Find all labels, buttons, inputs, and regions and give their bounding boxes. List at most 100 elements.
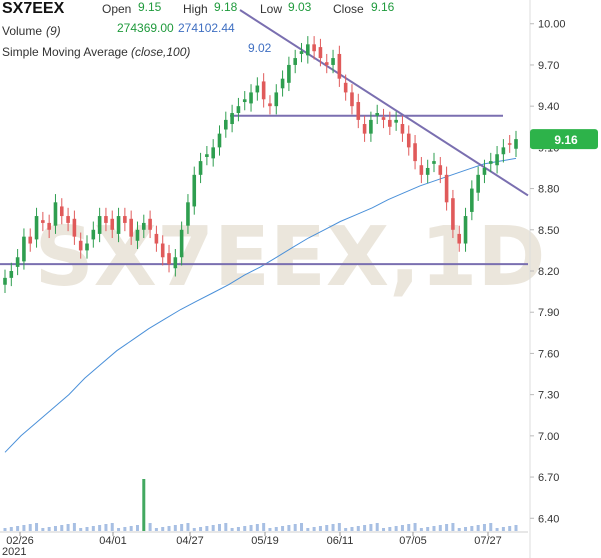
volume-bar (129, 526, 133, 531)
symbol-title: SX7EEX (2, 0, 65, 17)
candle-body (312, 44, 316, 52)
volume-bar (470, 526, 474, 531)
candle-body (337, 53, 342, 79)
candle-body (179, 229, 184, 258)
candle-body (78, 240, 83, 251)
candle-body (280, 78, 285, 89)
candle-body (457, 233, 462, 244)
candle-body (331, 58, 335, 65)
volume-bar (154, 528, 158, 531)
candle-body (268, 103, 272, 107)
candle-body (495, 154, 499, 166)
candle-body (47, 222, 51, 230)
volume-bars (3, 479, 518, 531)
candlesticks (3, 36, 518, 293)
volume-bar (236, 527, 240, 531)
sma-value: 9.02 (248, 41, 272, 55)
volume-bar (243, 526, 247, 531)
candle-body (148, 218, 152, 230)
candle-body (293, 58, 297, 65)
candle-body (41, 220, 45, 223)
volume-bar (388, 527, 392, 531)
volume-bar (426, 527, 430, 531)
sma-label: Simple Moving Average (2, 45, 128, 59)
descending-trendline (239, 9, 529, 197)
candle-body (3, 277, 7, 285)
badge-background (530, 129, 598, 150)
volume-bar (117, 528, 121, 531)
candle-body (198, 161, 203, 175)
volume-bar (211, 525, 215, 531)
candle-body (224, 119, 228, 130)
x-year-label: 2021 (2, 546, 26, 558)
y-tick-label: 6.70 (538, 472, 559, 484)
y-tick-label: 9.70 (538, 60, 559, 72)
x-tick-label: 06/11 (327, 535, 354, 547)
volume-bar (400, 525, 404, 531)
low-value: 9.03 (288, 0, 312, 14)
sma-polyline (4, 157, 517, 453)
candle-body (242, 99, 247, 103)
volume-bar (262, 523, 266, 531)
close-label: Close (333, 2, 364, 16)
high-label: High (183, 2, 208, 16)
candle-body (343, 82, 348, 93)
candle-body (381, 117, 386, 120)
volume-bar (325, 525, 329, 531)
volume-bar (104, 524, 108, 531)
volume-bar (199, 527, 203, 531)
last-price-badge: 9.16 (530, 129, 598, 150)
volume-bar (482, 524, 486, 531)
volume-bar (438, 525, 442, 531)
candle-body (211, 147, 215, 159)
high-value: 9.18 (214, 0, 238, 14)
y-tick-label: 7.60 (538, 348, 559, 360)
candle-body (167, 253, 171, 265)
chart-header: SX7EEX Open 9.15 High 9.18 Low 9.03 Clos… (0, 0, 601, 60)
y-axis: 10.009.709.409.108.808.508.207.907.607.3… (538, 19, 566, 526)
candle-body (444, 174, 449, 203)
candle-body (324, 62, 329, 65)
candle-body (413, 143, 417, 162)
volume-bar (16, 526, 20, 531)
volume-bar (142, 479, 146, 531)
volume-bar (180, 524, 184, 531)
volume-bar (382, 528, 386, 531)
candle-body (116, 216, 121, 234)
x-tick-label: 07/05 (399, 535, 427, 547)
candle-body (261, 81, 266, 100)
candle-body (369, 119, 373, 134)
volume-bar (66, 524, 70, 531)
volume-bar (28, 524, 32, 531)
volume-bar (312, 527, 316, 531)
candle-body (419, 165, 424, 175)
volume-bar (306, 528, 310, 531)
volume-bar (293, 524, 297, 531)
volume-bar (268, 528, 272, 531)
candle-body (476, 174, 480, 193)
volume-bar (167, 526, 171, 531)
candle-body (123, 216, 127, 223)
candle-body (274, 92, 279, 107)
volume-bar (217, 524, 221, 531)
volume-bar (464, 527, 468, 531)
candle-body (97, 216, 102, 234)
candle-body (110, 218, 115, 230)
volume-bar (98, 525, 102, 531)
candle-body (362, 124, 367, 134)
volume-bar (230, 528, 234, 531)
x-tick-label: 07/27 (474, 535, 502, 547)
volume-bar (432, 526, 436, 531)
volume-bar (501, 527, 505, 531)
volume-value-2: 274102.44 (178, 21, 235, 35)
volume-bar (457, 528, 461, 531)
volume-bar (413, 523, 417, 531)
volume-bar (192, 528, 196, 531)
close-value: 9.16 (371, 0, 395, 14)
candle-body (350, 92, 354, 107)
candle-body (28, 236, 33, 244)
candle-body (160, 243, 165, 258)
candle-body (85, 243, 89, 251)
candle-body (406, 133, 411, 148)
